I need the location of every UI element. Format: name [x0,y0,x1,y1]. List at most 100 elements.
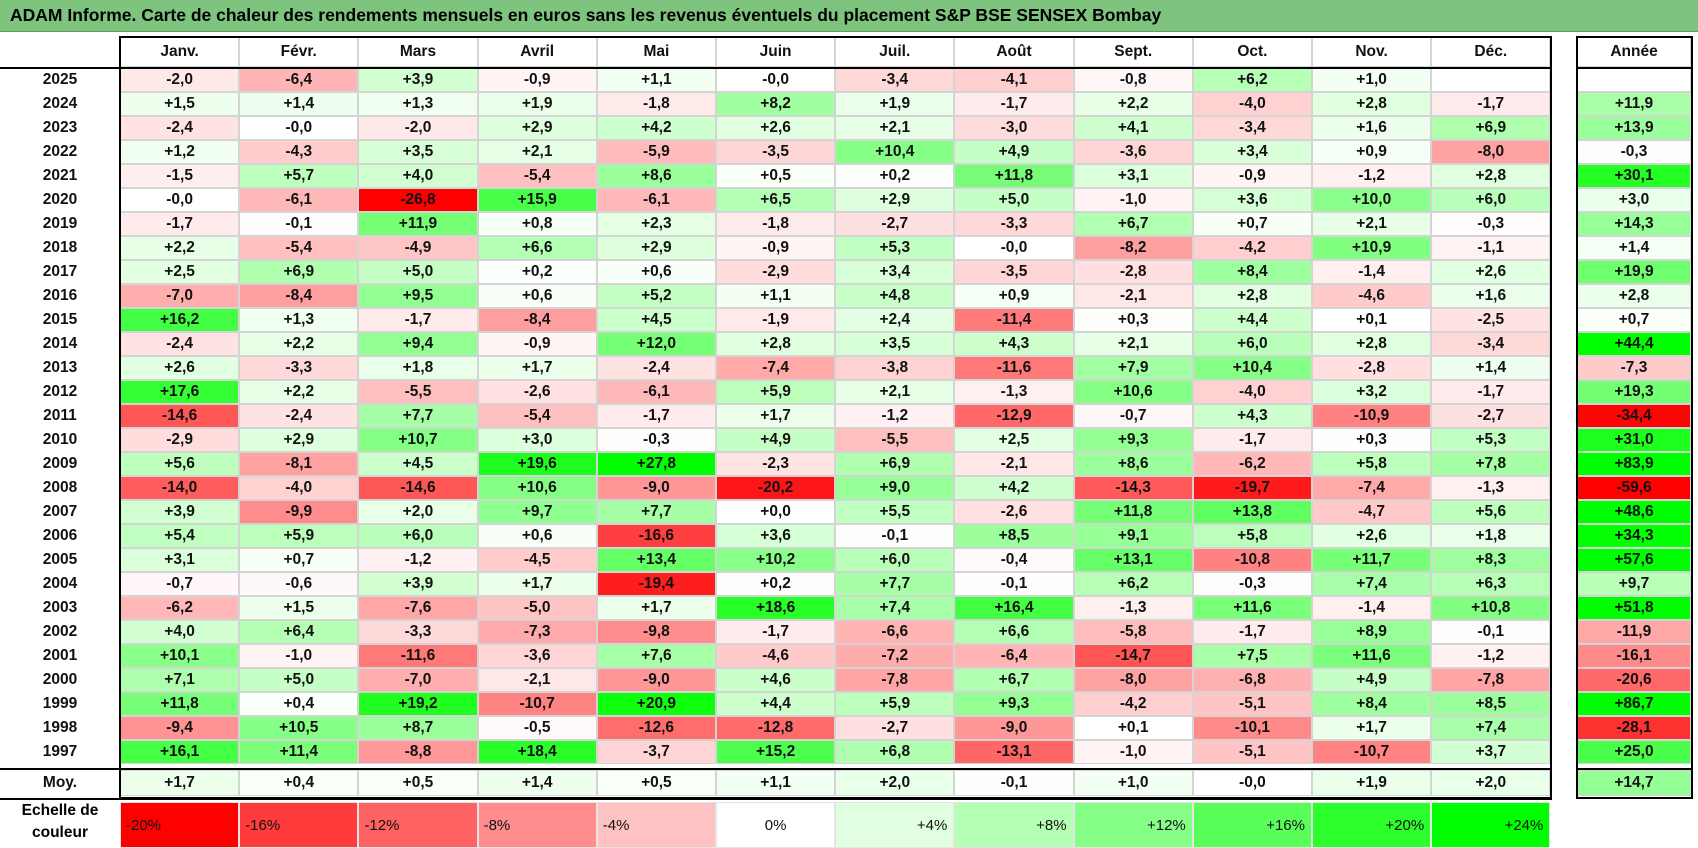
scale-cell: 0% [716,802,836,848]
heatmap-cell: +1,4 [239,92,359,116]
annual-cell: -16,1 [1577,644,1691,668]
heatmap-cell: +5,4 [120,524,240,548]
heatmap-cell: +9,3 [954,692,1074,716]
heatmap-cell: +11,6 [1312,644,1432,668]
heatmap-cell: +3,7 [1431,740,1551,764]
heatmap-cell: +8,5 [954,524,1074,548]
heatmap-cell: +6,9 [835,452,955,476]
heatmap-cell: +1,9 [835,92,955,116]
year-label: 2014 [0,332,120,356]
heatmap-cell: +11,8 [1073,500,1193,524]
column-header: Juin [716,37,836,67]
heatmap-cell: -9,0 [596,668,716,692]
heatmap-cell: +5,3 [835,236,955,260]
heatmap-cell: +19,6 [477,452,597,476]
heatmap-cell: +3,9 [120,500,240,524]
heatmap-cell: +7,5 [1192,644,1312,668]
heatmap-cell: +0,1 [1073,716,1193,740]
year-label: 2018 [0,236,120,260]
year-label: 2015 [0,308,120,332]
heatmap-cell: -0,9 [1192,164,1312,188]
heatmap-cell: -1,0 [1073,188,1193,212]
scale-cell: -12% [358,802,478,848]
scale-cell: -4% [596,802,716,848]
heatmap-cell: +2,5 [120,260,240,284]
heatmap-cell: +9,1 [1073,524,1193,548]
heatmap-cell: -10,8 [1192,548,1312,572]
heatmap-cell: -5,1 [1192,740,1312,764]
heatmap-cell: +7,6 [596,644,716,668]
heatmap-cell: -14,7 [1073,644,1193,668]
heatmap-cell: -1,8 [596,92,716,116]
heatmap-cell: +4,5 [358,452,478,476]
heatmap-cell: +16,4 [954,596,1074,620]
heatmap-cell: +10,5 [239,716,359,740]
heatmap-cell: -11,6 [358,644,478,668]
average-cell: +2,0 [835,770,955,796]
heatmap-cell: +2,6 [716,116,836,140]
annual-header-rule [1576,67,1693,69]
heatmap-cell: +7,4 [835,596,955,620]
heatmap-cell: -1,5 [120,164,240,188]
heatmap-cell: -9,9 [239,500,359,524]
heatmap-cell: -4,0 [1192,380,1312,404]
heatmap-cell: +12,0 [596,332,716,356]
heatmap-cell: +15,9 [477,188,597,212]
heatmap-cell: +0,2 [835,164,955,188]
heatmap-cell: +2,2 [120,236,240,260]
heatmap-cell: +1,7 [1312,716,1432,740]
heatmap-cell: +18,6 [716,596,836,620]
heatmap-cell: +2,8 [1312,332,1432,356]
average-label: Moy. [0,768,120,798]
heatmap-cell: +2,3 [596,212,716,236]
scale-cell: +12% [1073,802,1193,848]
heatmap-cell: +3,0 [477,428,597,452]
scale-cell: +20% [1312,802,1432,848]
heatmap-cell: +6,5 [716,188,836,212]
heatmap-cell: +1,8 [358,356,478,380]
heatmap-cell: -0,0 [954,236,1074,260]
heatmap-cell: -0,1 [954,572,1074,596]
heatmap-cell: -7,0 [120,284,240,308]
heatmap-cell: +2,2 [239,380,359,404]
heatmap-cell: -26,8 [358,188,478,212]
annual-average-rule [1576,768,1693,770]
heatmap-cell: -2,9 [716,260,836,284]
heatmap-cell: +1,3 [358,92,478,116]
heatmap-cell: -6,1 [596,380,716,404]
column-header: Mai [596,37,716,67]
annual-cell: -20,6 [1577,668,1691,692]
year-label: 2017 [0,260,120,284]
heatmap-cell: -8,4 [477,308,597,332]
heatmap-cell: -0,9 [477,68,597,92]
heatmap-cell: +3,1 [120,548,240,572]
heatmap-cell: +5,5 [835,500,955,524]
heatmap-cell: +10,6 [1073,380,1193,404]
heatmap-cell: +5,3 [1431,428,1551,452]
heatmap-cell: -2,9 [120,428,240,452]
heatmap-cell: +1,7 [716,404,836,428]
heatmap-cell: -9,4 [120,716,240,740]
heatmap-cell: -2,4 [120,332,240,356]
heatmap-cell: +13,8 [1192,500,1312,524]
average-annual-cell: +14,7 [1577,770,1691,796]
heatmap-cell: +4,5 [596,308,716,332]
heatmap-cell: +7,1 [120,668,240,692]
heatmap-cell: +6,2 [1192,68,1312,92]
heatmap-cell: -5,8 [1073,620,1193,644]
header-rule [0,67,1553,69]
annual-cell: +34,3 [1577,524,1691,548]
heatmap-cell [1431,68,1551,92]
heatmap-cell: +1,7 [477,572,597,596]
heatmap-cell: +0,7 [1192,212,1312,236]
heatmap-cell: -1,7 [1431,92,1551,116]
annual-cell: -34,4 [1577,404,1691,428]
heatmap-cell: -0,8 [1073,68,1193,92]
heatmap-cell: +7,7 [358,404,478,428]
heatmap-cell: -6,4 [954,644,1074,668]
heatmap-cell: -9,0 [954,716,1074,740]
average-cell: +1,1 [716,770,836,796]
heatmap-cell: -7,6 [358,596,478,620]
heatmap-cell: -7,4 [1312,476,1432,500]
heatmap-cell: -1,3 [1431,476,1551,500]
